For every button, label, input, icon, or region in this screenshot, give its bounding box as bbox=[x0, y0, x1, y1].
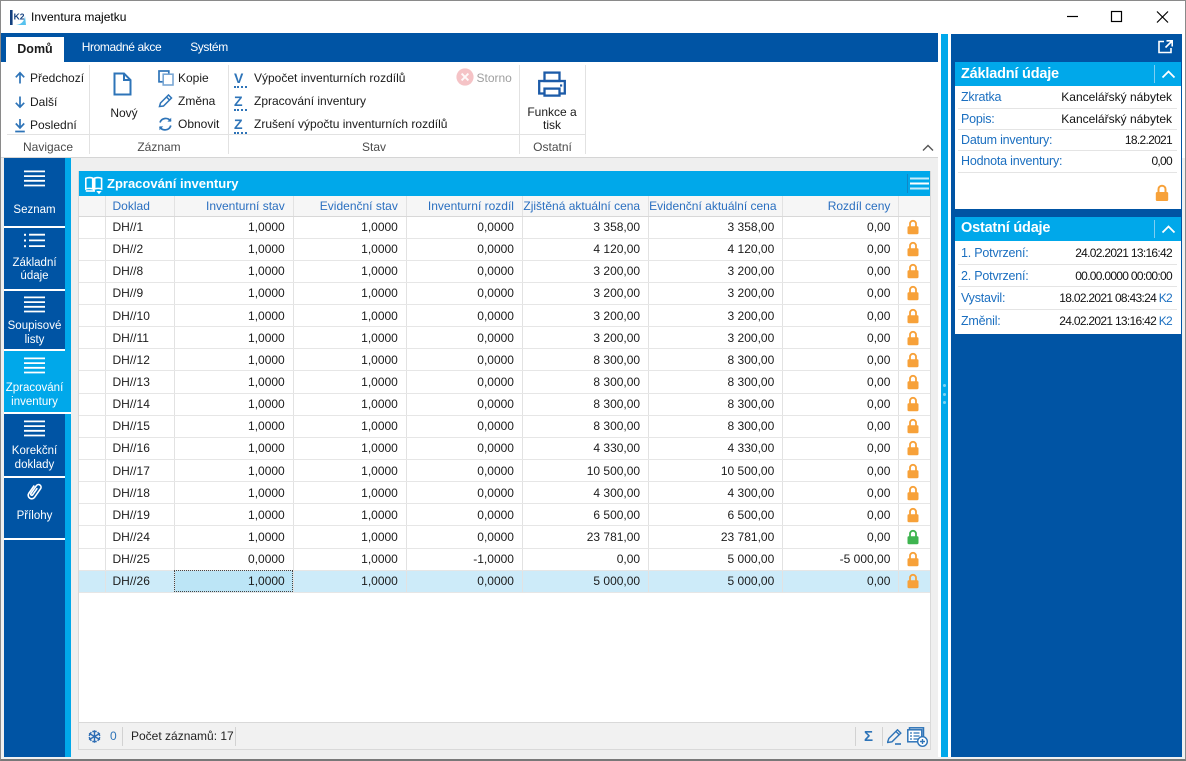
svg-text:K2: K2 bbox=[14, 12, 25, 22]
